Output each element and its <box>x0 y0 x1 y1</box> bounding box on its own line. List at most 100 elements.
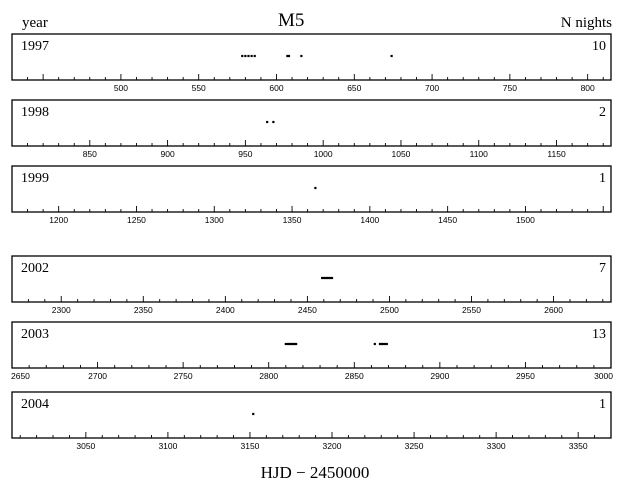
tick-label: 1450 <box>438 215 457 225</box>
tick-label: 2400 <box>216 305 235 315</box>
tick-label: 1150 <box>547 149 566 159</box>
panel-1998: 850 900 950 1000 1050 1100 1150 1998 2 <box>11 99 612 159</box>
tick-label: 500 <box>114 83 128 93</box>
year-label: 1997 <box>21 39 49 54</box>
data-point <box>247 54 250 58</box>
tick-label: 2650 <box>11 371 30 381</box>
panel-2003: 2650 2700 2750 2800 2850 2900 2950 3000 2003 13 <box>11 321 613 381</box>
data-point <box>383 342 387 346</box>
tick-label: 1100 <box>470 149 489 159</box>
panel-2004: 3050 3100 3150 3200 3250 3300 3350 2004 1 <box>11 391 612 451</box>
year-label: 1999 <box>21 171 49 186</box>
tick-label: 900 <box>160 149 174 159</box>
tick-label: 800 <box>581 83 595 93</box>
tick-label: 3250 <box>405 441 424 451</box>
panel-1997: 500 550 600 650 700 750 800 1997 10 <box>11 33 612 93</box>
year-label: 2003 <box>21 327 49 342</box>
tick-label: 1250 <box>127 215 146 225</box>
panel-2002: 2300 2350 2400 2450 2500 2550 2600 2002 7 <box>11 255 612 315</box>
right-header: N nights <box>561 15 612 31</box>
data-point <box>294 342 298 346</box>
data-point <box>250 54 253 58</box>
n-nights-label: 1 <box>599 397 606 412</box>
data-point <box>300 54 303 58</box>
data-point <box>293 342 296 346</box>
tick-label: 1350 <box>283 215 302 225</box>
tick-label: 700 <box>425 83 439 93</box>
data-point <box>289 342 293 346</box>
tick-label: 3350 <box>569 441 588 451</box>
data-point <box>324 276 327 280</box>
tick-label: 1400 <box>360 215 379 225</box>
data-point <box>286 54 289 58</box>
data-point <box>291 342 294 346</box>
data-point <box>321 276 324 280</box>
data-point <box>329 276 332 280</box>
data-point <box>252 412 255 416</box>
tick-label: 2600 <box>544 305 563 315</box>
data-point <box>286 342 289 346</box>
data-point <box>380 342 383 346</box>
tick-label: 850 <box>83 149 97 159</box>
tick-label: 2950 <box>516 371 535 381</box>
data-point <box>373 342 376 346</box>
data-point <box>266 120 269 124</box>
data-point <box>330 276 334 280</box>
n-nights-label: 10 <box>592 39 606 54</box>
n-nights-label: 13 <box>592 327 606 342</box>
data-point <box>327 276 330 280</box>
data-point <box>244 54 247 58</box>
tick-label: 2450 <box>298 305 317 315</box>
panel-frame <box>11 321 612 369</box>
tick-label: 1300 <box>205 215 224 225</box>
tick-label: 1000 <box>314 149 333 159</box>
tick-label: 3100 <box>158 441 177 451</box>
tick-label: 2700 <box>88 371 107 381</box>
year-label: 2004 <box>21 397 49 412</box>
tick-label: 650 <box>347 83 361 93</box>
tick-label: 950 <box>238 149 252 159</box>
panel-frame <box>11 165 612 213</box>
panel-frame <box>11 391 612 439</box>
tick-label: 3050 <box>76 441 95 451</box>
panels: 500 550 600 650 700 750 800 1997 10 850 900 950 1000… <box>11 33 613 451</box>
panel-frame <box>11 33 612 81</box>
tick-label: 2300 <box>52 305 71 315</box>
tick-label: 750 <box>503 83 517 93</box>
tick-label: 2900 <box>430 371 449 381</box>
tick-label: 2800 <box>259 371 278 381</box>
n-nights-label: 7 <box>599 261 606 276</box>
tick-label: 2850 <box>345 371 364 381</box>
chart-title: M5 <box>278 10 304 31</box>
tick-label: 3150 <box>240 441 259 451</box>
x-axis-label: HJD − 2450000 <box>261 463 370 482</box>
data-point <box>385 342 388 346</box>
tick-label: 1050 <box>392 149 411 159</box>
data-point <box>253 54 256 58</box>
tick-label: 2550 <box>462 305 481 315</box>
panel-frame <box>11 255 612 303</box>
data-point <box>325 276 329 280</box>
data-point <box>241 54 244 58</box>
data-point <box>314 186 317 190</box>
data-point <box>288 342 291 346</box>
year-label: 2002 <box>21 261 49 276</box>
tick-label: 1500 <box>516 215 535 225</box>
tick-label: 2750 <box>174 371 193 381</box>
data-point <box>378 342 382 346</box>
data-point <box>284 342 287 346</box>
panel-1999: 1200 1250 1300 1350 1400 1450 1500 1999 1 <box>11 165 612 225</box>
left-header: year <box>22 15 48 31</box>
data-point <box>390 54 393 58</box>
data-point <box>272 120 275 124</box>
panel-frame <box>11 99 612 147</box>
tick-label: 1200 <box>49 215 68 225</box>
data-point <box>287 54 291 58</box>
data-point <box>322 276 325 280</box>
tick-label: 600 <box>269 83 283 93</box>
year-label: 1998 <box>21 105 49 120</box>
tick-label: 3200 <box>323 441 342 451</box>
tick-label: 3000 <box>594 371 613 381</box>
n-nights-label: 1 <box>599 171 606 186</box>
